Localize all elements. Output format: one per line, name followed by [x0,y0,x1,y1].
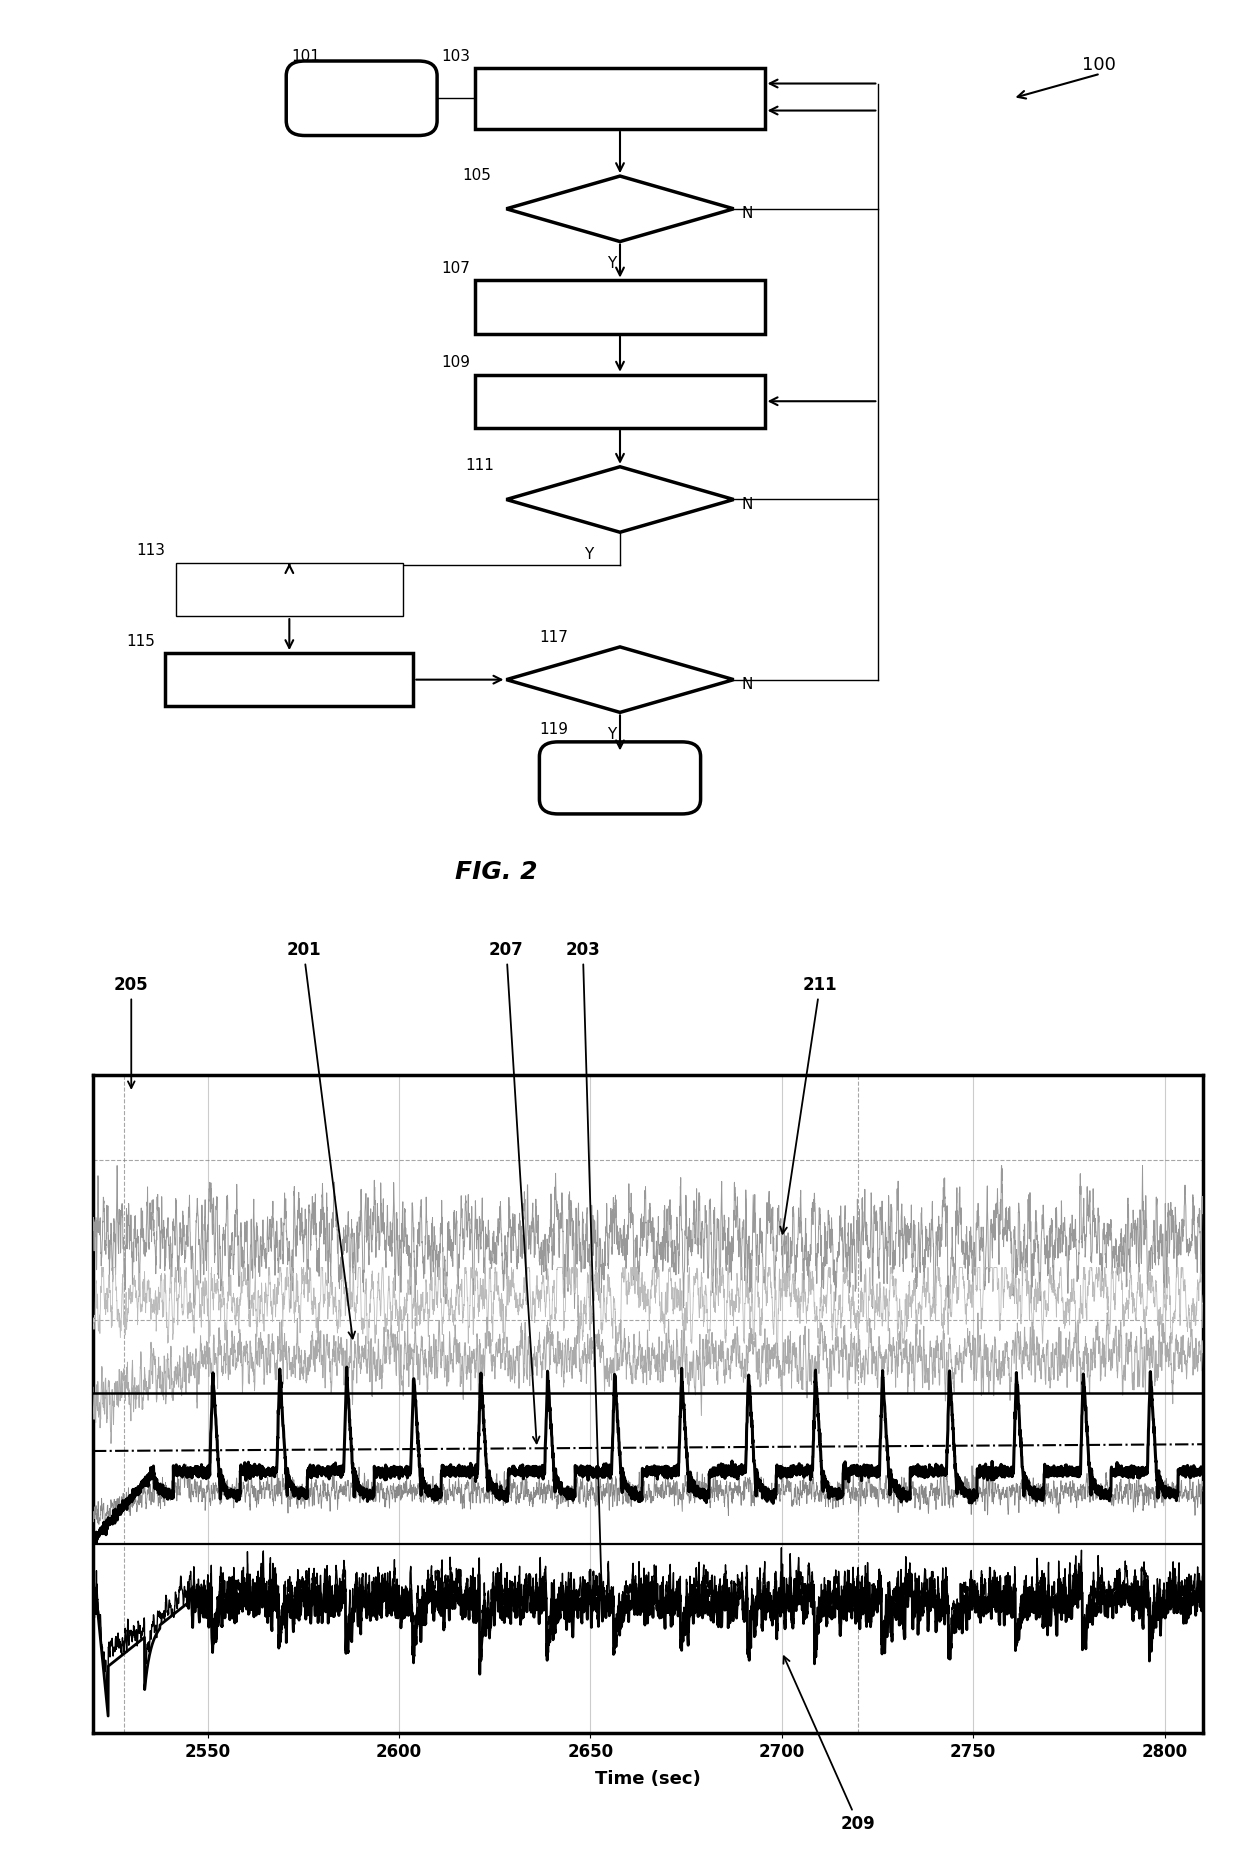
Bar [475,67,765,130]
Text: 201: 201 [286,940,355,1339]
Text: 105: 105 [463,167,491,182]
Text: N: N [742,497,754,512]
Text: Y: Y [608,727,616,742]
Text: 205: 205 [114,975,149,1088]
Text: 207: 207 [489,940,539,1442]
Text: 113: 113 [136,543,165,558]
Text: 203: 203 [565,940,605,1598]
Text: 209: 209 [784,1656,875,1834]
FancyBboxPatch shape [539,742,701,814]
Bar [475,280,765,334]
Text: 117: 117 [539,630,568,645]
Text: Y: Y [584,547,594,562]
Text: 109: 109 [441,356,470,371]
FancyBboxPatch shape [286,61,438,135]
Text: FIG. 2: FIG. 2 [455,860,537,884]
Text: 111: 111 [465,458,494,473]
Text: N: N [742,206,754,221]
Bar [475,375,765,428]
Text: N: N [742,677,754,692]
Text: 103: 103 [441,48,470,63]
Text: 101: 101 [291,48,320,63]
Text: 115: 115 [126,634,155,649]
Text: Y: Y [608,256,616,271]
Text: 119: 119 [539,721,568,738]
Text: 211: 211 [780,975,837,1233]
Text: 100: 100 [1083,56,1116,74]
Bar [176,564,403,616]
Bar [165,653,413,706]
X-axis label: Time (sec): Time (sec) [595,1769,701,1787]
Text: 107: 107 [441,261,470,276]
